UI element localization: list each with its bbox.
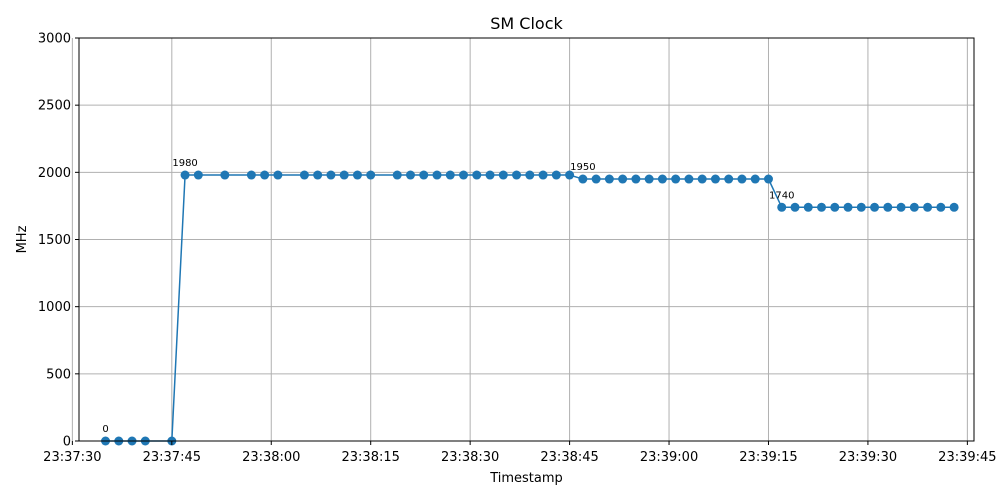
x-tick-label: 23:37:45 <box>143 450 201 465</box>
data-point <box>220 170 230 180</box>
x-tick-label: 23:37:30 <box>43 450 101 465</box>
data-point <box>684 174 694 184</box>
y-tick-label: 1000 <box>38 300 71 315</box>
data-point <box>538 170 548 180</box>
data-point <box>445 170 455 180</box>
x-tick-label: 23:38:00 <box>242 450 300 465</box>
y-tick-label: 500 <box>46 367 71 382</box>
x-tick-label: 23:38:45 <box>540 450 598 465</box>
data-point <box>472 170 482 180</box>
x-tick-label: 23:39:45 <box>938 450 996 465</box>
data-point <box>339 170 349 180</box>
data-point <box>604 174 614 184</box>
data-point <box>273 170 283 180</box>
chart-title: SM Clock <box>490 14 563 33</box>
data-point <box>870 202 880 212</box>
data-point <box>299 170 309 180</box>
x-tick-label: 23:39:30 <box>839 450 897 465</box>
data-point <box>856 202 866 212</box>
data-point <box>498 170 508 180</box>
data-point <box>909 202 919 212</box>
y-axis-label: MHz <box>15 225 30 253</box>
y-tick-label: 0 <box>63 435 71 450</box>
data-point <box>180 170 190 180</box>
y-tick-label: 2500 <box>38 99 71 114</box>
y-tick-label: 1500 <box>38 233 71 248</box>
x-tick-label: 23:38:15 <box>342 450 400 465</box>
x-tick-label: 23:39:15 <box>739 450 797 465</box>
data-point <box>432 170 442 180</box>
data-point <box>512 170 522 180</box>
data-point <box>392 170 402 180</box>
data-point <box>366 170 376 180</box>
data-point <box>896 202 906 212</box>
data-point <box>631 174 641 184</box>
data-point <box>750 174 760 184</box>
data-point <box>405 170 415 180</box>
y-tick-label: 3000 <box>38 32 71 47</box>
data-point <box>578 174 588 184</box>
data-point <box>193 170 203 180</box>
data-point <box>737 174 747 184</box>
data-point <box>763 174 773 184</box>
series-layer <box>101 170 959 446</box>
data-label: 0 <box>102 424 108 435</box>
data-point <box>618 174 628 184</box>
data-label: 1980 <box>172 158 197 169</box>
data-point <box>923 202 933 212</box>
tick-layer: 23:37:30 23:37:45 23:38:00 23:38:15 23:38:30… <box>38 32 997 466</box>
data-point <box>326 170 336 180</box>
data-point <box>657 174 667 184</box>
data-point <box>777 202 787 212</box>
data-point <box>525 170 535 180</box>
data-point <box>790 202 800 212</box>
data-point <box>671 174 681 184</box>
data-point <box>803 202 813 212</box>
data-point <box>459 170 469 180</box>
data-point <box>830 202 840 212</box>
data-point <box>313 170 323 180</box>
y-tick-label: 2000 <box>38 166 71 181</box>
data-point <box>843 202 853 212</box>
x-tick-label: 23:38:30 <box>441 450 499 465</box>
data-label: 1950 <box>570 162 595 173</box>
data-point <box>710 174 720 184</box>
data-point <box>246 170 256 180</box>
x-tick-label: 23:39:00 <box>640 450 698 465</box>
data-point <box>936 202 946 212</box>
data-point <box>565 170 575 180</box>
data-point <box>551 170 561 180</box>
data-point <box>260 170 270 180</box>
data-point <box>644 174 654 184</box>
annotation-layer: 0 1980 1950 1740 <box>102 158 794 435</box>
data-label: 1740 <box>769 190 794 201</box>
data-point <box>419 170 429 180</box>
x-axis-label: Timestamp <box>489 471 563 486</box>
data-point <box>817 202 827 212</box>
data-point <box>883 202 893 212</box>
data-point <box>485 170 495 180</box>
data-point <box>949 202 959 212</box>
data-point <box>724 174 734 184</box>
data-point <box>352 170 362 180</box>
data-point <box>697 174 707 184</box>
data-point <box>591 174 601 184</box>
